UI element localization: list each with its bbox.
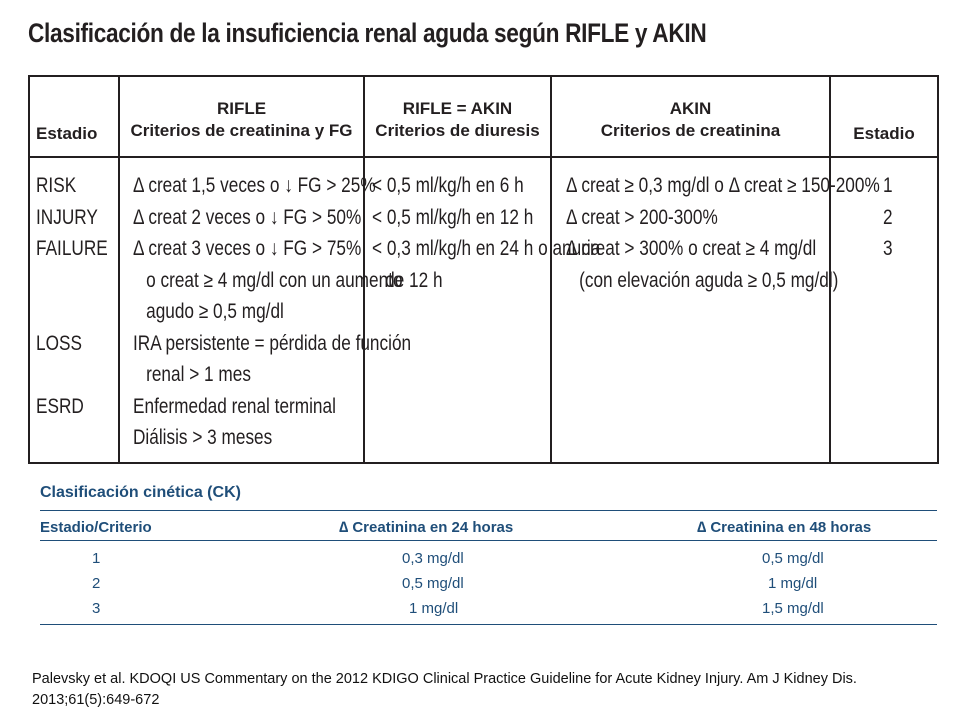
stage-loss: LOSS (36, 331, 82, 355)
ck-value-48h: 0,5 mg/dl (762, 550, 824, 567)
rifle-criterion: Enfermedad renal terminal (133, 394, 336, 418)
ck-value-24h: 0,3 mg/dl (402, 550, 464, 567)
header-estadio-left: Estadio (36, 124, 98, 143)
column-divider (829, 77, 831, 462)
column-divider (118, 77, 120, 462)
stage-column: RISK INJURY FAILURE LOSS ESRD (36, 170, 108, 422)
rifle-criterion: IRA persistente = pérdida de función (133, 331, 412, 355)
ck-header-rule (40, 540, 937, 541)
ck-header-24h: ∆ Creatinina en 24 horas (339, 519, 514, 536)
column-divider (550, 77, 552, 462)
header-akin: AKIN Criterios de creatinina (600, 99, 781, 140)
ck-value-48h: 1 mg/dl (768, 575, 818, 592)
column-divider (363, 77, 365, 462)
rifle-criterion: Δ creat 3 veces o ↓ FG > 75% (133, 237, 362, 260)
stage-esrd: ESRD (36, 394, 84, 418)
rifle-criteria-column: Δ creat 1,5 veces o ↓ FG > 25% Δ creat 2… (133, 170, 411, 454)
diuresis-criteria-column: < 0,5 ml/kg/h en 6 h < 0,5 ml/kg/h en 12… (372, 170, 600, 296)
rifle-criterion: renal > 1 mes (146, 363, 251, 386)
header-estadio-right: Estadio (853, 124, 915, 143)
rifle-criterion: o creat ≥ 4 mg/dl con un aumento (146, 268, 403, 292)
ck-top-rule (40, 510, 937, 511)
akin-criteria-column: Δ creat ≥ 0,3 mg/dl o Δ creat ≥ 150-200%… (566, 170, 880, 296)
stage-injury: INJURY (36, 205, 98, 229)
ck-header-estadio: Estadio/Criterio (40, 519, 152, 536)
header-rifle-akin: RIFLE = AKIN Criterios de diuresis (375, 99, 540, 140)
header-rifle: RIFLE Criterios de creatinina y FG (130, 99, 353, 140)
citation: Palevsky et al. KDOQI US Commentary on t… (32, 671, 857, 708)
diuresis-criterion: < 0,5 ml/kg/h en 12 h (372, 205, 534, 229)
ck-stage: 1 (92, 550, 101, 567)
header-divider (30, 156, 937, 158)
rifle-criterion: Δ creat 1,5 veces o ↓ FG > 25% (133, 174, 376, 197)
ck-stage: 3 (92, 600, 101, 617)
rifle-akin-table: Estadio RIFLE Criterios de creatinina y … (28, 75, 939, 464)
akin-criterion: Δ creat ≥ 0,3 mg/dl o Δ creat ≥ 150-200% (566, 174, 880, 197)
diuresis-criterion: de 12 h (385, 268, 443, 292)
akin-stage-column: 1 2 3 (883, 170, 893, 265)
akin-stage: 1 (883, 174, 893, 197)
rifle-criterion: agudo ≥ 0,5 mg/dl (146, 300, 284, 323)
ck-value-48h: 1,5 mg/dl (762, 600, 824, 617)
rifle-criterion: Δ creat 2 veces o ↓ FG > 50% (133, 205, 362, 229)
akin-criterion: Δ creat > 200-300% (566, 205, 718, 229)
ck-table-title: Clasificación cinética (CK) (40, 484, 241, 501)
ck-value-24h: 0,5 mg/dl (402, 575, 464, 592)
rifle-criterion: Diálisis > 3 meses (133, 426, 273, 449)
ck-header-48h: ∆ Creatinina en 48 horas (697, 519, 872, 536)
stage-failure: FAILURE (36, 237, 108, 260)
ck-bottom-rule (40, 624, 937, 625)
stage-risk: RISK (36, 174, 77, 197)
page-title: Clasificación de la insuficiencia renal … (28, 18, 707, 48)
akin-criterion: Δ creat > 300% o creat ≥ 4 mg/dl (566, 237, 817, 260)
ck-value-24h: 1 mg/dl (409, 600, 459, 617)
akin-stage: 3 (883, 237, 893, 260)
diuresis-criterion: < 0,3 ml/kg/h en 24 h o anuria (372, 237, 601, 260)
ck-stage: 2 (92, 575, 101, 592)
akin-criterion: (con elevación aguda ≥ 0,5 mg/dl) (579, 268, 839, 292)
akin-stage: 2 (883, 205, 893, 229)
diuresis-criterion: < 0,5 ml/kg/h en 6 h (372, 174, 524, 197)
